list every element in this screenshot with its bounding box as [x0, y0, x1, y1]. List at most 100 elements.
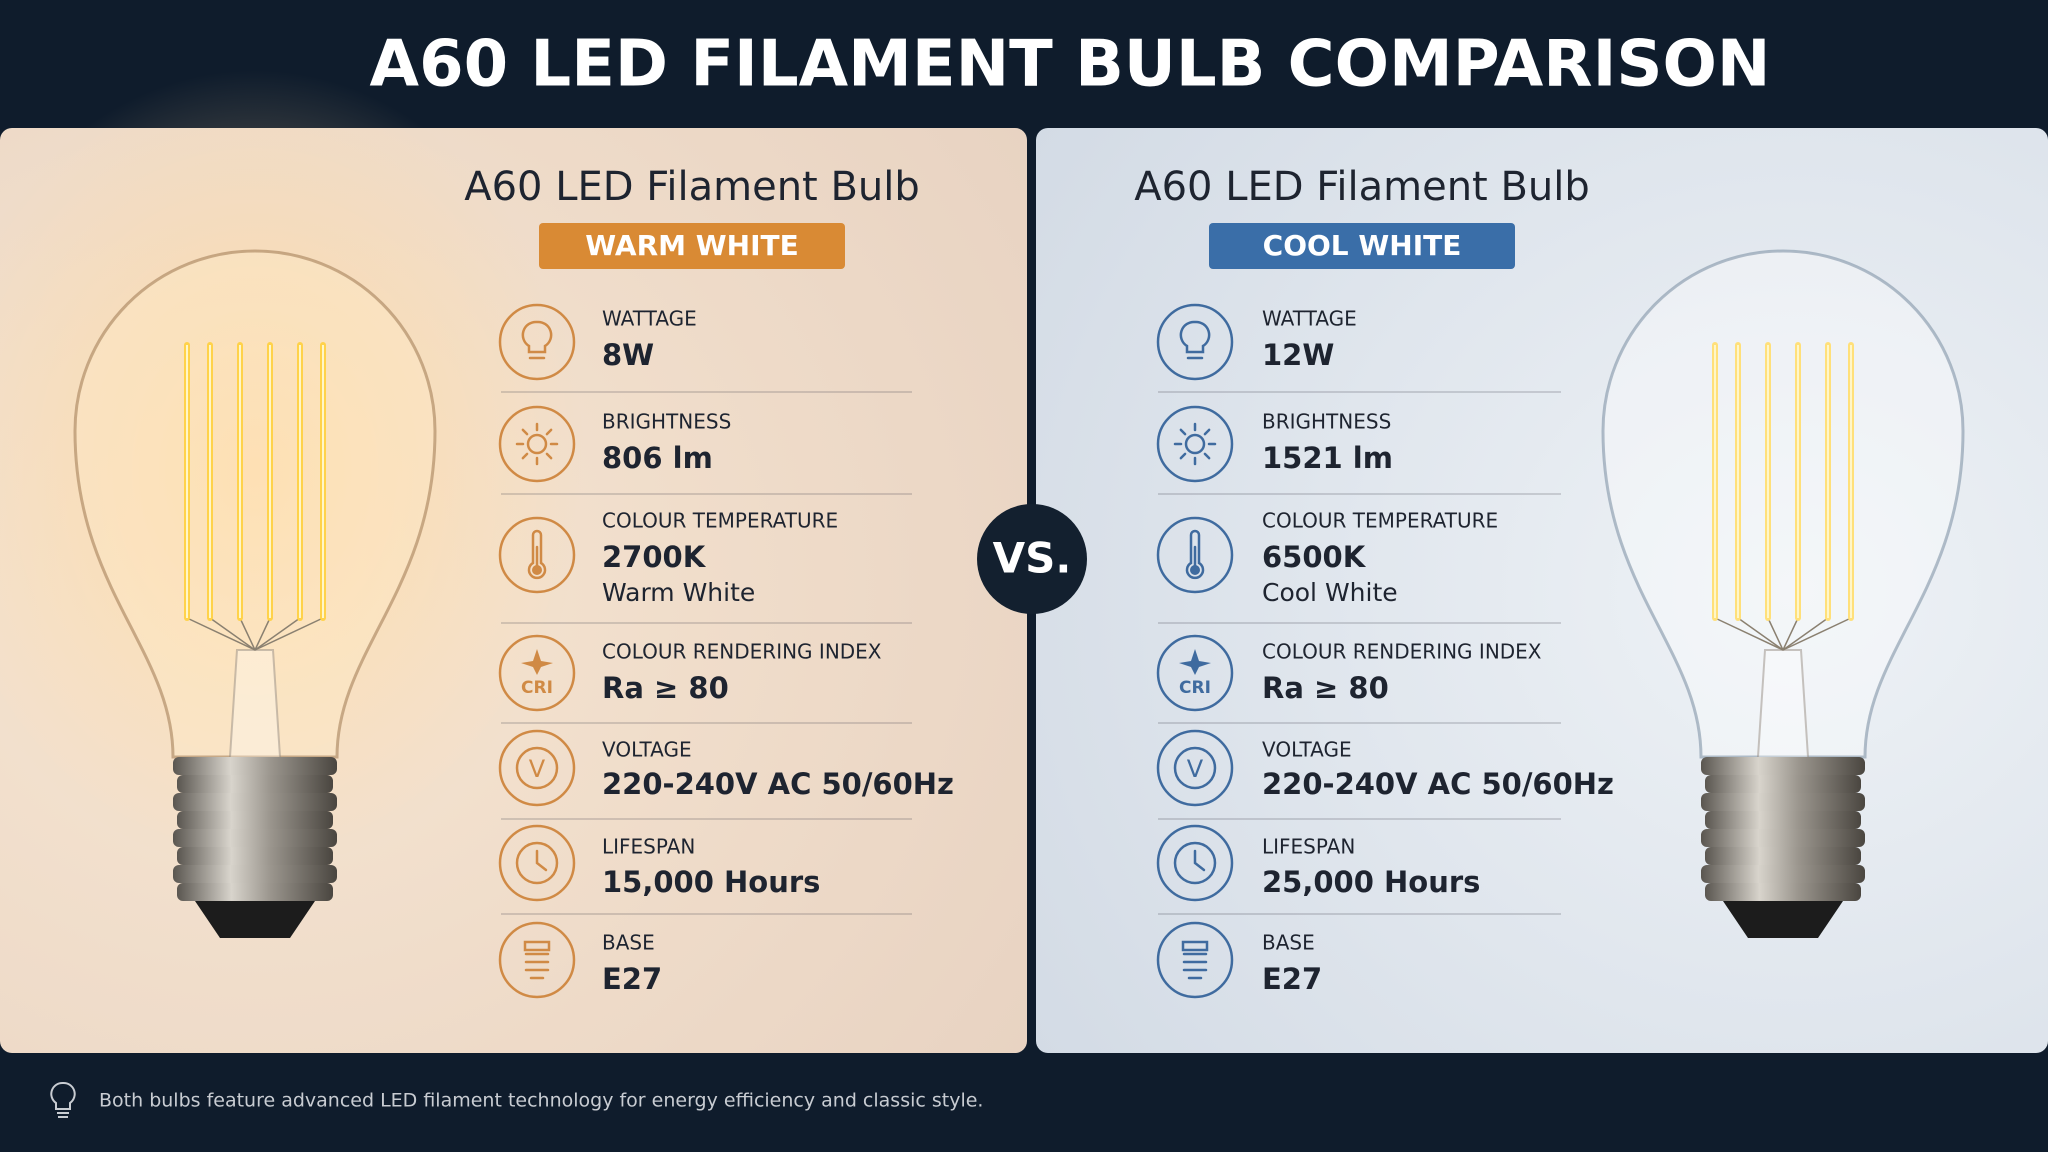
support-wire: [254, 617, 324, 651]
icon-thermo: [527, 529, 547, 580]
icon-ray: [1179, 452, 1187, 460]
support-wire: [1782, 617, 1799, 651]
footer-icon: [50, 1081, 76, 1118]
icon-clock: [515, 841, 559, 885]
spec-label: BASE: [1262, 931, 1315, 955]
icon-hands: [1193, 849, 1206, 872]
icon-star: [521, 649, 553, 675]
icon-sun: [526, 433, 548, 455]
spec-label: LIFESPAN: [1262, 835, 1355, 859]
icon-ray: [1179, 428, 1187, 436]
spec-value: 6500K: [1262, 540, 1367, 574]
base-ridge: [1701, 865, 1865, 883]
icon-ray: [545, 452, 553, 460]
badge-text: COOL WHITE: [1263, 229, 1462, 262]
base-ridge: [1705, 811, 1861, 829]
icon-ring: [498, 303, 576, 381]
spec-value: E27: [1262, 962, 1322, 996]
spec-label: BASE: [602, 931, 655, 955]
spec-label: BRIGHTNESS: [602, 410, 731, 434]
spec-value: 15,000 Hours: [602, 865, 820, 899]
glow: [0, 70, 585, 870]
spec-label: COLOUR RENDERING INDEX: [1262, 640, 1542, 664]
icon-label: V: [529, 755, 546, 783]
spec-label: COLOUR TEMPERATURE: [602, 509, 838, 533]
icon-ring: [498, 405, 576, 483]
icon-inner-ring: [515, 746, 559, 790]
icon-thermo-bulb: [532, 565, 542, 575]
spec-label: BRIGHTNESS: [1262, 410, 1391, 434]
support-wire: [1737, 617, 1784, 651]
icon-label: CRI: [1179, 678, 1211, 698]
icon-ring: [498, 729, 576, 807]
icon-ray: [1203, 428, 1211, 436]
base-ridge: [1701, 793, 1865, 811]
icon-ring: [1156, 303, 1234, 381]
spec-label: VOLTAGE: [1262, 738, 1352, 762]
spec-value: 220-240V AC 50/60Hz: [1262, 767, 1614, 801]
base-ridge: [173, 829, 337, 847]
icon-label: CRI: [521, 678, 553, 698]
spec-value: 8W: [602, 338, 654, 372]
support-wire: [239, 617, 256, 651]
spec-label: COLOUR TEMPERATURE: [1262, 509, 1498, 533]
icon-ring: [1156, 405, 1234, 483]
icon-label: V: [1187, 755, 1204, 783]
base-ridge: [1705, 775, 1861, 793]
icon-ring: [498, 516, 576, 594]
spec-value: 2700K: [602, 540, 707, 574]
spec-label: VOLTAGE: [602, 738, 692, 762]
base-ridge: [173, 793, 337, 811]
icon-ring: [1156, 516, 1234, 594]
icon-base: [1181, 940, 1209, 980]
icon-ray: [521, 428, 529, 436]
support-wire: [254, 617, 301, 651]
panel-content: A60 LED Filament Bulb WARM WHITE WATTAGE 8W…: [464, 164, 954, 999]
support-wire: [186, 617, 256, 651]
base-ridge: [177, 811, 333, 829]
icon-hands: [535, 849, 548, 872]
support-wire: [1714, 617, 1784, 651]
spec-label: COLOUR RENDERING INDEX: [602, 640, 882, 664]
badge-text: WARM WHITE: [585, 229, 798, 262]
icon-ring: [1156, 634, 1234, 712]
icon-inner-ring: [1173, 746, 1217, 790]
base-ridge: [177, 883, 333, 901]
icon-ring: [1156, 729, 1234, 807]
bulb-stem: [1757, 649, 1809, 758]
support-wire: [254, 617, 271, 651]
base-ridge: [1701, 829, 1865, 847]
icon-ring: [498, 634, 576, 712]
icon-clock: [1173, 841, 1217, 885]
bulb-glass: [73, 249, 437, 759]
base-ridge: [1705, 847, 1861, 865]
spec-value: Ra ≥ 80: [602, 671, 729, 705]
base-tip: [1723, 901, 1843, 938]
bulb-glass: [1601, 249, 1965, 759]
spec-label: WATTAGE: [602, 307, 697, 331]
icon-star: [1179, 649, 1211, 675]
bulb-stem: [229, 649, 281, 758]
badge: [1209, 223, 1515, 269]
spec-value: 25,000 Hours: [1262, 865, 1480, 899]
panel-content: A60 LED Filament Bulb COOL WHITE WATTAGE 12…: [1134, 164, 1614, 999]
bulb: [73, 249, 437, 938]
badge: [539, 223, 845, 269]
bulb: [1601, 249, 1965, 938]
base-ridge: [173, 865, 337, 883]
base-ridge: [1701, 757, 1865, 775]
support-wire: [1767, 617, 1784, 651]
base-ridge: [1705, 883, 1861, 901]
vs-badge: [977, 504, 1087, 614]
decoration: [50, 1081, 76, 1110]
icon-ring: [498, 921, 576, 999]
icon-thermo: [1185, 529, 1205, 580]
base-ridge: [173, 757, 337, 775]
icon-bulb: [1179, 320, 1211, 360]
support-wire: [1782, 617, 1852, 651]
icon-ray: [1203, 452, 1211, 460]
icon-base: [523, 940, 551, 980]
icon-thermo-bulb: [1190, 565, 1200, 575]
